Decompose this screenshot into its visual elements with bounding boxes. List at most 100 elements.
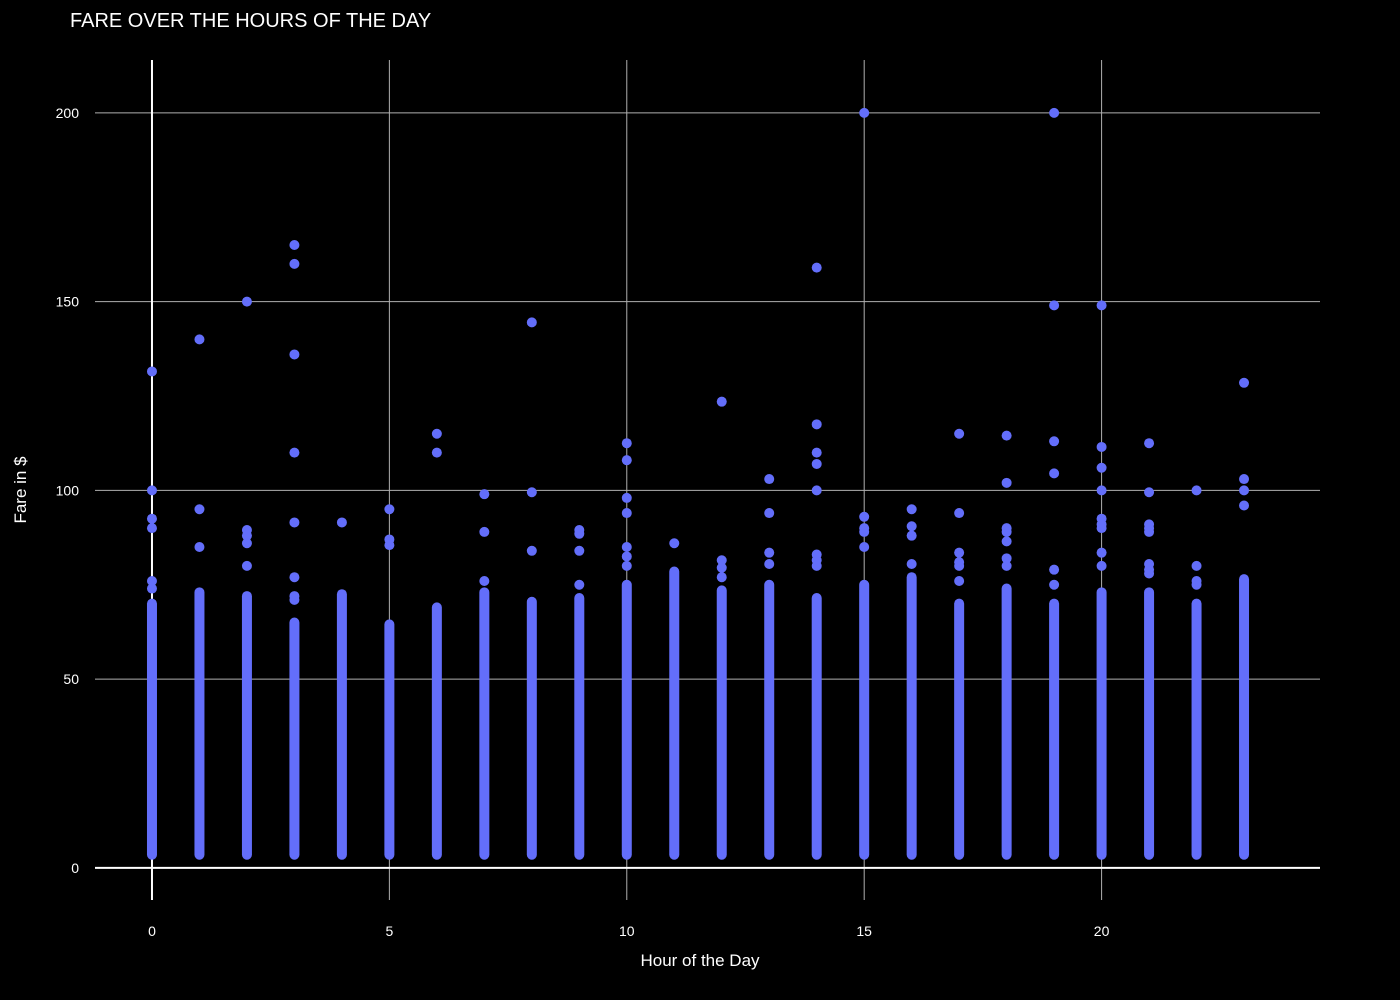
data-point [621, 542, 632, 553]
data-point [811, 560, 822, 571]
data-point [811, 485, 822, 496]
data-point [1001, 560, 1012, 571]
data-point [1144, 487, 1155, 498]
data-point [431, 428, 442, 439]
data-point [1096, 523, 1107, 534]
y-tick-label: 0 [71, 860, 79, 876]
data-point [716, 562, 727, 573]
data-point [241, 530, 252, 541]
data-point [621, 551, 632, 562]
y-tick-label: 50 [63, 671, 79, 687]
tick-labels: 0 50 100 150 200 0 5 10 15 20 [56, 105, 1110, 939]
data-point [146, 366, 157, 377]
x-axis-title: Hour of the Day [640, 951, 760, 970]
zero-lines [95, 60, 1320, 900]
data-point [1239, 485, 1250, 496]
data-point [289, 572, 300, 583]
data-point [526, 317, 537, 328]
data-point [526, 487, 537, 498]
data-point [1096, 547, 1107, 558]
data-point [336, 517, 347, 528]
grid-lines [95, 60, 1320, 900]
data-point [146, 523, 157, 534]
data-point [1191, 485, 1202, 496]
data-point [1049, 436, 1060, 447]
data-point [1096, 485, 1107, 496]
data-point [906, 504, 917, 515]
data-point [289, 517, 300, 528]
data-point [1096, 462, 1107, 473]
data-point [479, 489, 490, 500]
data-point [621, 560, 632, 571]
data-point [194, 504, 205, 515]
data-point [1239, 500, 1250, 511]
data-point [1001, 536, 1012, 547]
data-point [1096, 560, 1107, 571]
data-point [526, 545, 537, 556]
data-point [811, 447, 822, 458]
data-point [241, 296, 252, 307]
data-point [859, 542, 870, 553]
data-point [716, 572, 727, 583]
data-point [954, 428, 965, 439]
data-point [1144, 568, 1155, 579]
data-point [1239, 474, 1250, 485]
x-tick-label: 10 [619, 923, 635, 939]
data-point [146, 583, 157, 594]
data-point [241, 560, 252, 571]
data-point [621, 492, 632, 503]
data-point [289, 349, 300, 360]
data-point [574, 579, 585, 590]
data-point [146, 513, 157, 524]
data-point [431, 447, 442, 458]
data-point [906, 521, 917, 532]
data-point [289, 239, 300, 250]
data-point [954, 575, 965, 586]
data-points [146, 107, 1250, 860]
data-point [289, 258, 300, 269]
data-point [764, 474, 775, 485]
data-point [1049, 579, 1060, 590]
data-point [906, 530, 917, 541]
data-point [859, 526, 870, 537]
chart-title: FARE OVER THE HOURS OF THE DAY [70, 10, 432, 32]
data-point [574, 545, 585, 556]
data-point [384, 504, 395, 515]
data-point [1096, 441, 1107, 452]
data-point [1049, 300, 1060, 311]
data-point [1049, 107, 1060, 118]
data-point [621, 455, 632, 466]
data-point [859, 107, 870, 118]
data-point [621, 438, 632, 449]
data-point [1049, 468, 1060, 479]
data-point [1191, 579, 1202, 590]
data-point [289, 594, 300, 605]
data-point [479, 526, 490, 537]
data-point [954, 560, 965, 571]
data-point [1144, 526, 1155, 537]
data-point [811, 419, 822, 430]
y-tick-label: 150 [56, 294, 80, 310]
data-point [384, 540, 395, 551]
data-point [1096, 300, 1107, 311]
data-point [146, 575, 157, 586]
data-point [621, 508, 632, 519]
data-point [764, 547, 775, 558]
x-tick-label: 15 [856, 923, 872, 939]
y-tick-label: 200 [56, 105, 80, 121]
data-point [194, 334, 205, 345]
data-point [1144, 438, 1155, 449]
data-point [1239, 377, 1250, 388]
data-point [1049, 564, 1060, 575]
x-tick-label: 5 [385, 923, 393, 939]
data-point [574, 528, 585, 539]
x-tick-label: 0 [148, 923, 156, 939]
data-point [1191, 560, 1202, 571]
data-point [669, 538, 680, 549]
data-point [716, 396, 727, 407]
data-point [1001, 553, 1012, 564]
data-point [194, 542, 205, 553]
data-point [479, 575, 490, 586]
